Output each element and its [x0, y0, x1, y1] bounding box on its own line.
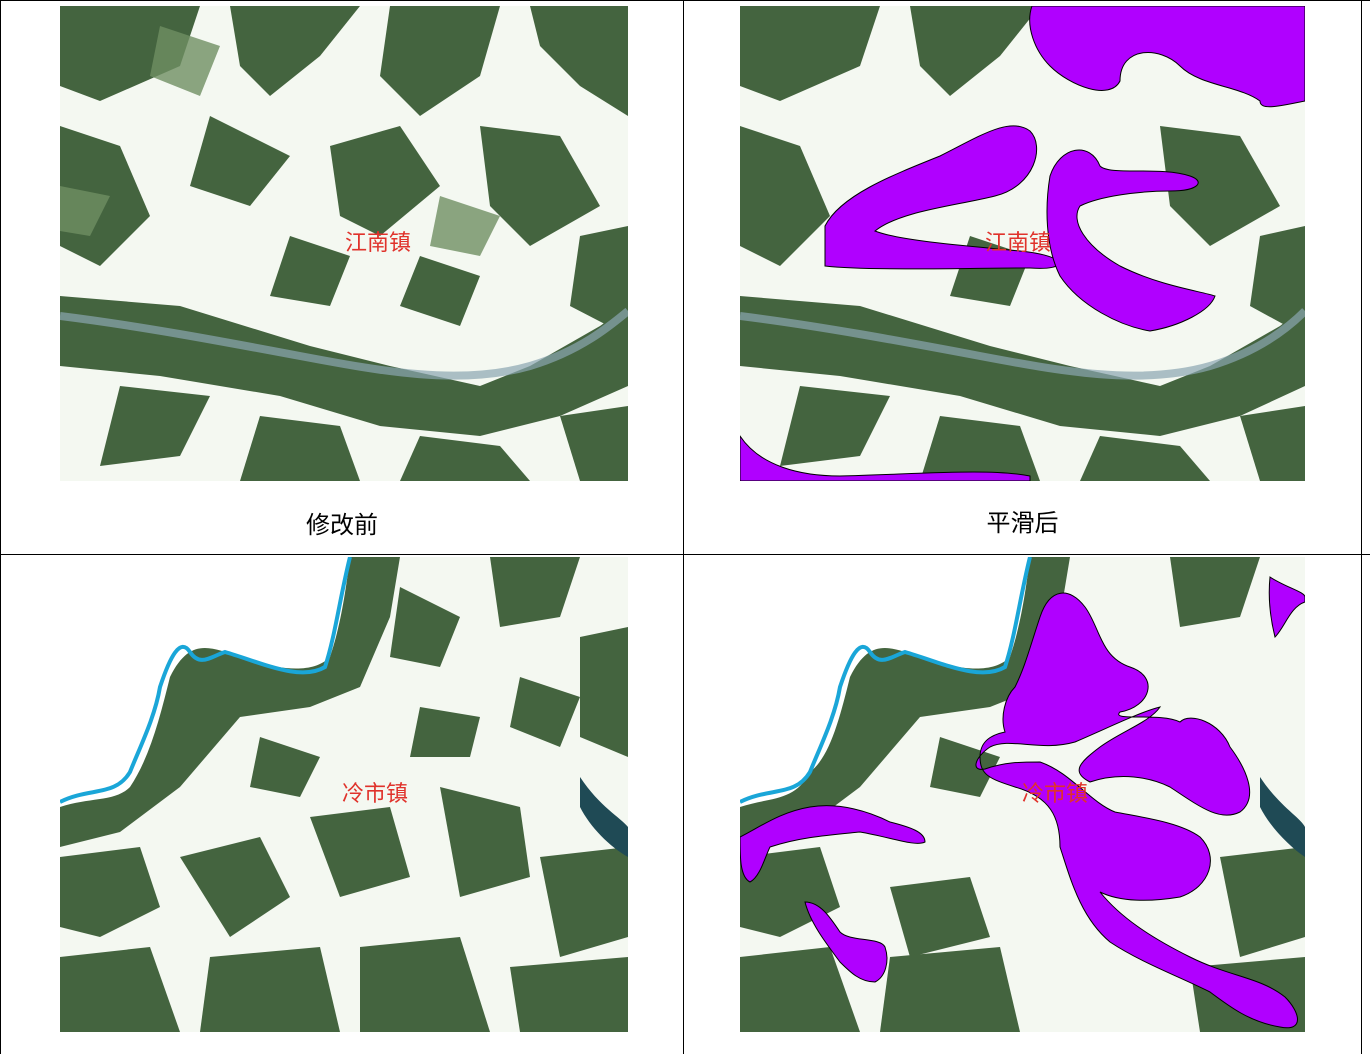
table-border-right: [1361, 0, 1362, 1054]
caption-before: 修改前: [306, 511, 378, 539]
town-label: 江南镇: [345, 231, 411, 256]
smoothed-polygons: [740, 6, 1305, 481]
table-row-divider: [0, 554, 1370, 555]
map-smoothed-jiangnan: 江南镇: [740, 6, 1305, 481]
town-label: 江南镇: [985, 231, 1051, 256]
table-column-divider: [683, 0, 684, 1054]
smoothed-polygons: [740, 576, 1305, 1029]
table-border-left: [0, 0, 1, 1054]
map-before-jiangnan: 江南镇: [60, 6, 628, 481]
table-border-top: [0, 0, 1370, 1]
map-smoothed-lengshi: 冷市镇: [740, 557, 1305, 1032]
town-label: 冷市镇: [342, 782, 408, 807]
caption-smoothed: 平滑后: [986, 509, 1059, 537]
town-label: 冷市镇: [1022, 782, 1088, 807]
map-before-lengshi: 冷市镇: [60, 557, 628, 1032]
